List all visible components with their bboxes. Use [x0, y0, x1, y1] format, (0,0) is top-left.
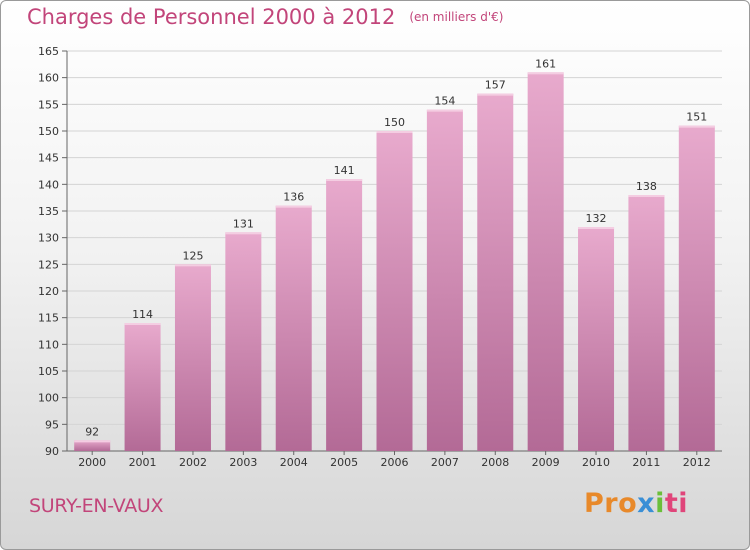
bar-highlight [376, 131, 413, 133]
bar [376, 131, 413, 451]
y-tick-label: 115 [38, 312, 59, 325]
bar [477, 93, 514, 452]
y-tick-label: 105 [38, 365, 59, 378]
x-tick-label: 2000 [78, 456, 106, 469]
y-tick-label: 150 [38, 125, 59, 138]
value-labels: 92 114 125 131 136 141 150 154 157 161 132 138 151 [85, 57, 707, 438]
x-tick-label: 2010 [582, 456, 610, 469]
value-label: 138 [636, 180, 657, 193]
bar-highlight [426, 109, 463, 112]
value-label: 114 [132, 308, 153, 321]
y-tick-label: 95 [45, 418, 59, 431]
value-label: 141 [334, 164, 355, 177]
y-tick-label: 155 [38, 98, 59, 111]
commune-name: SURY-EN-VAUX [29, 495, 164, 517]
bar-highlight [124, 323, 161, 325]
x-tick-label: 2004 [280, 456, 308, 469]
bar [74, 440, 111, 451]
logo-part-4: ti [664, 488, 689, 519]
y-tick-label: 130 [38, 232, 59, 245]
bar [275, 205, 312, 451]
value-label: 157 [485, 79, 506, 92]
y-tick-label: 135 [38, 205, 59, 218]
x-tick-label: 2001 [129, 456, 157, 469]
bar [326, 179, 363, 451]
chart-title: Charges de Personnel 2000 à 2012 (en mill… [27, 5, 503, 29]
bar [124, 323, 161, 451]
y-tick-label: 165 [38, 45, 59, 58]
x-tick-label: 2008 [481, 456, 509, 469]
logo-part-1: Pro [584, 488, 638, 519]
bar [578, 227, 615, 451]
value-label: 131 [233, 217, 254, 230]
y-tick-label: 145 [38, 152, 59, 165]
value-label: 92 [85, 425, 99, 438]
bar-highlight [326, 179, 363, 181]
bar-highlight [74, 440, 111, 443]
bar-highlight [477, 93, 514, 96]
y-tick-label: 125 [38, 258, 59, 271]
x-tick-labels: 2000 2001 2002 2003 2004 2005 2006 2007 2008 2009… [78, 456, 711, 469]
proxiti-logo: Proxiti [584, 488, 688, 519]
value-label: 161 [535, 57, 556, 70]
x-tick-label: 2009 [532, 456, 560, 469]
y-tick-label: 100 [38, 392, 59, 405]
x-tick-label: 2007 [431, 456, 459, 469]
value-label: 125 [182, 249, 203, 262]
bar-highlight [225, 232, 262, 235]
logo-part-3: i [655, 488, 665, 519]
y-tick-label: 120 [38, 285, 59, 298]
x-tick-label: 2002 [179, 456, 207, 469]
value-label: 154 [434, 95, 455, 108]
value-label: 151 [686, 111, 707, 124]
y-tick-labels: 90 95 100 105 110 115 120 125 130 135 140 145 150 155… [38, 45, 59, 458]
value-label: 132 [586, 212, 607, 225]
bar [527, 72, 564, 451]
bar [628, 195, 665, 451]
bar-highlight [275, 205, 312, 208]
bar-highlight [174, 264, 211, 267]
bar-highlight [628, 195, 665, 197]
y-tick-label: 110 [38, 338, 59, 351]
logo-part-2: x [637, 488, 656, 519]
chart-units: (en milliers d'€) [409, 10, 504, 24]
bar [426, 109, 463, 452]
bar-highlight [678, 125, 715, 128]
value-label: 150 [384, 116, 405, 129]
y-tick-label: 160 [38, 72, 59, 85]
bar [678, 125, 715, 452]
bar-highlight [527, 72, 564, 75]
bar [225, 232, 262, 451]
bar-highlight [578, 227, 615, 229]
x-tick-label: 2011 [632, 456, 660, 469]
x-tick-label: 2003 [229, 456, 257, 469]
bars [74, 72, 715, 452]
value-label: 136 [283, 191, 304, 204]
y-tick-label: 140 [38, 178, 59, 191]
chart-title-text: Charges de Personnel 2000 à 2012 [27, 5, 396, 29]
x-tick-label: 2005 [330, 456, 358, 469]
bar [174, 264, 211, 451]
x-tick-label: 2006 [381, 456, 409, 469]
x-tick-label: 2012 [683, 456, 711, 469]
y-tick-label: 90 [45, 445, 59, 458]
